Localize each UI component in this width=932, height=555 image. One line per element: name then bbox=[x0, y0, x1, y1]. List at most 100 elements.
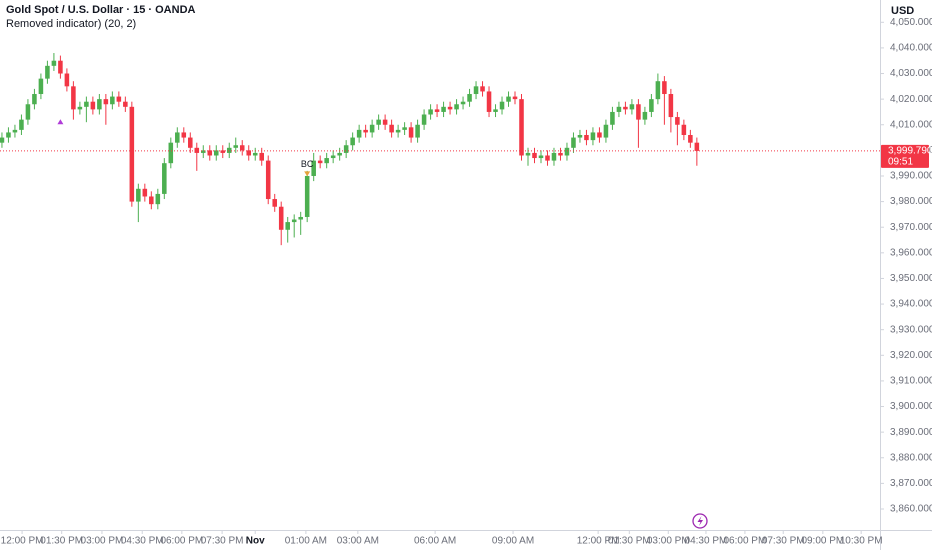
candle-body bbox=[408, 127, 414, 138]
candle-body bbox=[623, 106, 628, 110]
y-tick-label: 3,880.000 bbox=[890, 452, 932, 463]
candle-body bbox=[415, 124, 420, 138]
signal-marker bbox=[57, 119, 64, 125]
candle-body bbox=[642, 111, 648, 120]
y-tick-label: 4,040.000 bbox=[890, 43, 932, 54]
currency: USD bbox=[891, 5, 914, 17]
candle-body bbox=[304, 175, 310, 217]
candle-body bbox=[324, 158, 329, 164]
candle-body bbox=[58, 60, 63, 74]
y-tick-label: 4,050.000 bbox=[890, 17, 932, 28]
candle-body bbox=[525, 152, 531, 156]
candle-body bbox=[434, 109, 440, 112]
candle-body bbox=[532, 152, 537, 159]
candle-body bbox=[649, 99, 654, 112]
x-tick-label: 09:00 PM bbox=[801, 536, 844, 547]
candle-body bbox=[285, 222, 290, 230]
candle-body bbox=[681, 124, 687, 135]
y-tick-label: 4,010.000 bbox=[890, 119, 932, 130]
y-tick-label: 3,900.000 bbox=[890, 401, 932, 412]
icon-circle bbox=[692, 513, 708, 529]
candle-body bbox=[402, 127, 407, 130]
candle-body bbox=[369, 124, 375, 133]
candle-body bbox=[155, 193, 161, 205]
candle-body bbox=[116, 96, 122, 102]
y-tick-label: 3,960.000 bbox=[890, 247, 932, 258]
y-tick-label: 3,990.000 bbox=[890, 171, 932, 182]
candle-body bbox=[616, 106, 622, 112]
signal-marker bbox=[304, 171, 311, 177]
candle-body bbox=[655, 81, 661, 100]
candle-body bbox=[668, 94, 674, 118]
x-tick-label: Nov bbox=[246, 536, 265, 547]
candle-body bbox=[220, 150, 226, 153]
candle-body bbox=[265, 160, 271, 200]
candle-body bbox=[538, 155, 544, 159]
candle-body bbox=[233, 145, 239, 148]
candle-body bbox=[149, 196, 154, 205]
candle-body bbox=[136, 188, 141, 202]
x-tick-label: 04:30 PM bbox=[121, 536, 164, 547]
candle-body bbox=[6, 132, 11, 138]
candle-body bbox=[480, 86, 485, 92]
currency-box bbox=[881, 0, 932, 22]
candle-body bbox=[272, 199, 277, 207]
x-tick-label: 03:00 AM bbox=[337, 536, 379, 547]
candle-body bbox=[636, 104, 641, 120]
candle-body bbox=[90, 101, 96, 110]
candle-body bbox=[213, 150, 219, 156]
candle-body bbox=[629, 104, 635, 110]
candle-body bbox=[142, 188, 148, 197]
candle-body bbox=[512, 96, 518, 100]
candle-body bbox=[688, 134, 693, 143]
last-price-box bbox=[881, 144, 929, 168]
candle-body bbox=[395, 129, 401, 133]
candle-body bbox=[610, 111, 615, 125]
candle-body bbox=[97, 99, 102, 110]
y-tick-label: 3,940.000 bbox=[890, 299, 932, 310]
candle-body bbox=[311, 160, 316, 176]
candle-body bbox=[441, 106, 446, 112]
candle-body bbox=[298, 216, 303, 220]
signal-label: BC bbox=[301, 159, 314, 169]
candle-body bbox=[389, 124, 394, 133]
candle-body bbox=[278, 206, 284, 230]
countdown: 09:51 bbox=[888, 157, 913, 168]
candle-body bbox=[337, 152, 342, 156]
x-tick-label: 03:00 PM bbox=[647, 536, 690, 547]
candle-body bbox=[571, 137, 576, 148]
candle-body bbox=[19, 119, 24, 130]
candle-body bbox=[175, 132, 180, 143]
candle-body bbox=[110, 96, 115, 105]
icon-bolt bbox=[697, 516, 703, 526]
candle-body bbox=[545, 155, 550, 161]
x-tick-label: 04:30 PM bbox=[685, 536, 728, 547]
y-tick-label: 3,980.000 bbox=[890, 196, 932, 207]
candle-body bbox=[558, 152, 563, 156]
candle-body bbox=[467, 94, 472, 102]
candle-body bbox=[239, 145, 245, 151]
candle-body bbox=[84, 101, 89, 107]
x-tick-label: 01:00 AM bbox=[285, 536, 327, 547]
y-tick-label: 4,020.000 bbox=[890, 94, 932, 105]
candle-body bbox=[12, 129, 18, 133]
y-tick-label: 3,910.000 bbox=[890, 376, 932, 387]
candle-body bbox=[207, 150, 213, 156]
last-price-label: 3,999.790 bbox=[888, 146, 932, 157]
candle-body bbox=[428, 109, 433, 115]
candle-body bbox=[201, 150, 206, 153]
x-tick-label: 12:00 PM bbox=[577, 536, 620, 547]
candle-body bbox=[350, 137, 355, 146]
candle-body bbox=[662, 81, 667, 95]
candle-body bbox=[246, 150, 252, 156]
candle-body bbox=[564, 147, 570, 156]
candle-body bbox=[363, 129, 368, 133]
candle-body bbox=[259, 152, 264, 161]
x-tick-label: 07:30 PM bbox=[762, 536, 805, 547]
candle-body bbox=[129, 106, 135, 202]
candle-body bbox=[506, 96, 511, 102]
candle-body bbox=[0, 137, 5, 143]
candle-body bbox=[71, 86, 76, 110]
